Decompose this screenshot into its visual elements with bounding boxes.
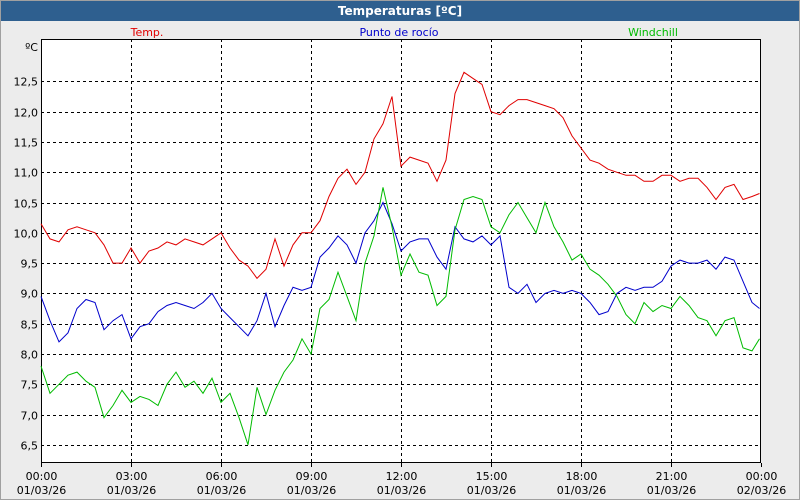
y-tick-label: 12,0 bbox=[14, 107, 39, 120]
x-tick-date-label: 01/03/26 bbox=[467, 484, 516, 497]
series-line-1 bbox=[40, 71, 760, 280]
y-tick-label: 8,0 bbox=[21, 349, 39, 362]
x-tick-date-label: 01/03/26 bbox=[287, 484, 336, 497]
y-tick-label: 6,5 bbox=[21, 440, 39, 453]
plot-border bbox=[41, 39, 761, 463]
y-tick-label: 11,5 bbox=[14, 137, 39, 150]
x-tick-time-label: 00:00 bbox=[26, 470, 58, 483]
temperature-chart: 6,5 7,0 7,5 8,0 8,5 9,0 9,5 10,0 10,5 11,0 11,5 12,… bbox=[14, 26, 787, 497]
y-tick-label: 9,5 bbox=[21, 258, 39, 271]
x-tick-date-label: 01/03/26 bbox=[197, 484, 246, 497]
x-tick-date-label: 01/03/26 bbox=[557, 484, 606, 497]
x-tick-date-label: 01/03/26 bbox=[377, 484, 426, 497]
x-tick-time-label: 18:00 bbox=[566, 470, 598, 483]
legend-label-1: Temp. bbox=[130, 26, 164, 39]
y-tick-label: 9,0 bbox=[21, 288, 39, 301]
legend-label-3: Windchill bbox=[628, 26, 678, 39]
x-tick-date-label: 02/03/26 bbox=[737, 484, 786, 497]
series-line-2 bbox=[40, 201, 760, 343]
y-tick-label: 8,5 bbox=[21, 319, 39, 332]
x-tick-date-label: 01/03/26 bbox=[107, 484, 156, 497]
x-tick-time-label: 21:00 bbox=[656, 470, 688, 483]
x-tick-time-label: 09:00 bbox=[296, 470, 328, 483]
x-tick-time-label: 03:00 bbox=[116, 470, 148, 483]
series-line-3 bbox=[40, 187, 760, 445]
y-tick-label: 10,5 bbox=[14, 198, 39, 211]
x-tick-date-label: 01/03/26 bbox=[17, 484, 66, 497]
y-tick-label: 10,0 bbox=[14, 228, 39, 241]
x-tick-date-label: 01/03/26 bbox=[647, 484, 696, 497]
y-tick-label: 11,0 bbox=[14, 167, 39, 180]
x-tick-time-label: 06:00 bbox=[206, 470, 238, 483]
x-tick-time-label: 15:00 bbox=[476, 470, 508, 483]
y-tick-label: 12,5 bbox=[14, 76, 39, 89]
y-tick-label: 7,0 bbox=[21, 410, 39, 423]
window-title: Temperaturas [ºC] bbox=[1, 1, 799, 21]
x-tick-time-label: 00:00 bbox=[746, 470, 778, 483]
x-tick-time-label: 12:00 bbox=[386, 470, 418, 483]
legend-label-2: Punto de rocío bbox=[359, 26, 438, 39]
y-tick-label: 7,5 bbox=[21, 379, 39, 392]
y-axis-unit-label: ºC bbox=[25, 41, 38, 54]
